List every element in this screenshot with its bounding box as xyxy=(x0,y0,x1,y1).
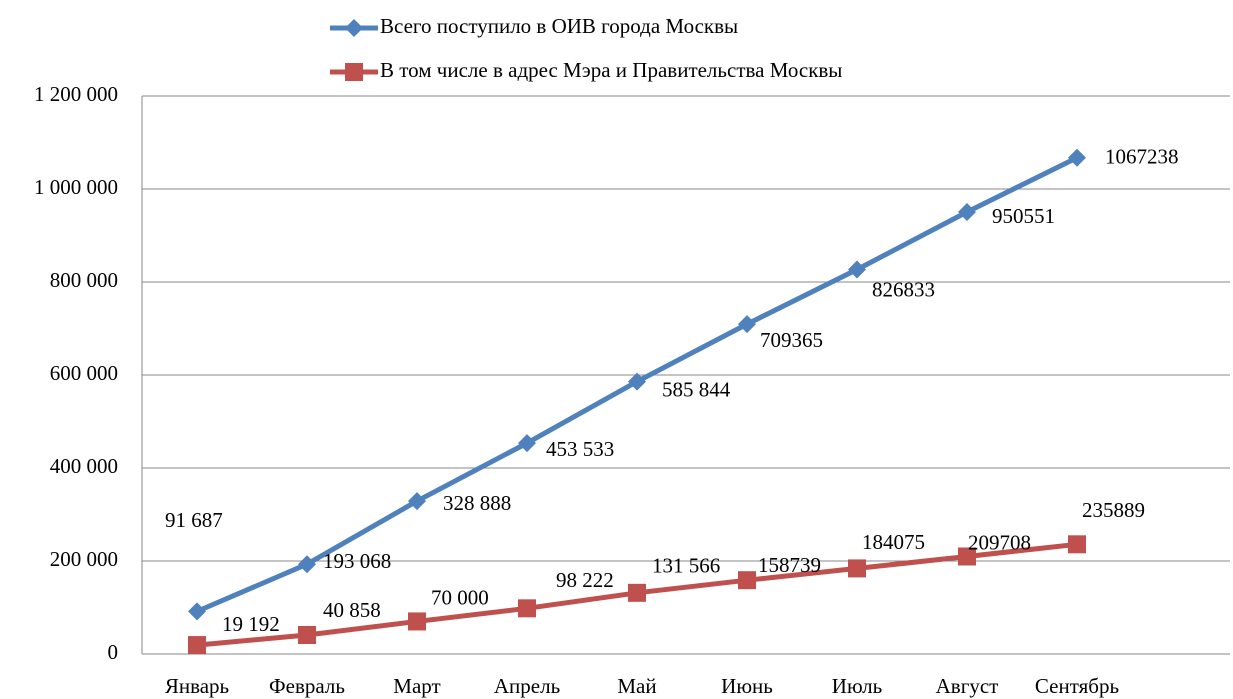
data-label: 40 858 xyxy=(323,598,381,622)
point xyxy=(738,571,756,590)
point xyxy=(958,547,976,566)
y-tick-label: 800 000 xyxy=(50,268,118,292)
data-label: 709365 xyxy=(760,328,823,352)
data-label: 98 222 xyxy=(556,568,614,592)
legend-label: Всего поступило в ОИВ города Москвы xyxy=(380,14,738,38)
data-label: 19 192 xyxy=(222,612,280,636)
point xyxy=(1068,148,1086,167)
y-tick-label: 200 000 xyxy=(50,547,118,571)
x-tick-label: Июнь xyxy=(721,674,773,698)
data-label: 158739 xyxy=(758,553,821,577)
point xyxy=(298,555,316,574)
data-label: 453 533 xyxy=(546,437,614,461)
x-tick-label: Август xyxy=(936,674,999,698)
data-label: 91 687 xyxy=(165,508,223,532)
point xyxy=(518,599,536,618)
data-label: 328 888 xyxy=(443,491,511,515)
y-tick-label: 600 000 xyxy=(50,361,118,385)
data-label: 585 844 xyxy=(662,377,731,401)
point xyxy=(1068,535,1086,554)
x-tick-label: Июль xyxy=(832,674,882,698)
x-tick-label: Январь xyxy=(165,674,229,698)
y-tick-label: 1 200 000 xyxy=(34,82,118,106)
data-label: 184075 xyxy=(862,530,925,554)
point xyxy=(518,434,536,453)
point xyxy=(188,602,206,621)
point xyxy=(345,19,363,37)
point xyxy=(738,315,756,334)
point xyxy=(298,626,316,645)
point xyxy=(188,636,206,655)
data-label: 1067238 xyxy=(1105,145,1179,169)
data-label: 131 566 xyxy=(652,554,720,578)
data-label: 235889 xyxy=(1082,498,1145,522)
data-label: 209708 xyxy=(968,530,1031,554)
x-tick-label: Март xyxy=(393,674,440,698)
y-tick-label: 0 xyxy=(108,640,119,664)
point xyxy=(628,372,646,391)
data-label: 70 000 xyxy=(431,585,489,609)
point xyxy=(345,63,363,81)
y-tick-label: 400 000 xyxy=(50,454,118,478)
legend-label: В том числе в адрес Мэра и Правительства… xyxy=(380,58,842,82)
data-label: 950551 xyxy=(992,204,1055,228)
y-tick-label: 1 000 000 xyxy=(34,175,118,199)
point xyxy=(848,559,866,578)
data-label: 193 068 xyxy=(323,549,391,573)
point xyxy=(408,492,426,511)
x-tick-label: Сентябрь xyxy=(1035,674,1119,698)
data-label: 826833 xyxy=(872,277,935,301)
x-tick-label: Май xyxy=(617,674,656,698)
point xyxy=(408,612,426,631)
point xyxy=(628,583,646,602)
point xyxy=(958,202,976,221)
point xyxy=(848,260,866,279)
x-tick-label: Апрель xyxy=(494,674,560,698)
x-tick-label: Февраль xyxy=(269,674,345,698)
